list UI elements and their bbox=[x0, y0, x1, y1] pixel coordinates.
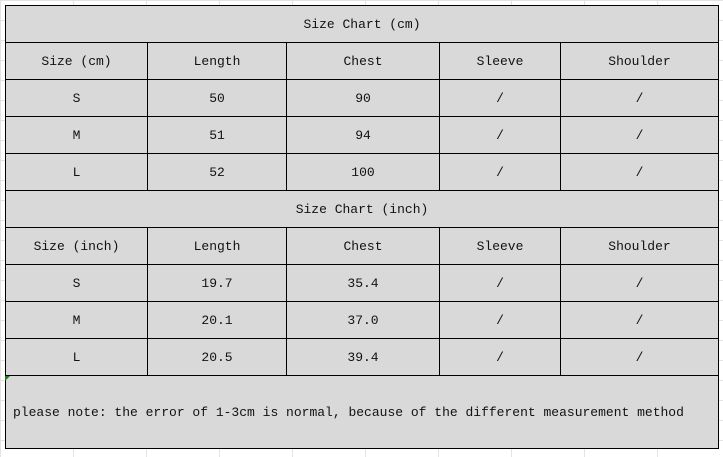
header-row: Size (cm) Length Chest Sleeve Shoulder bbox=[5, 42, 719, 80]
table-cell[interactable]: 51 bbox=[147, 116, 287, 154]
table-row: M 20.1 37.0// bbox=[5, 301, 719, 339]
table-cell[interactable]: M bbox=[5, 301, 148, 339]
table-cell[interactable]: / bbox=[439, 153, 561, 191]
table-cell[interactable]: 90 bbox=[286, 79, 440, 117]
table-cell[interactable]: 50 bbox=[147, 79, 287, 117]
table-cell[interactable]: / bbox=[439, 116, 561, 154]
table-cell[interactable]: S bbox=[5, 264, 148, 302]
table-cell[interactable]: L bbox=[5, 338, 148, 376]
table-row: S 50 90// bbox=[5, 79, 719, 117]
table-row: L 20.5 39.4// bbox=[5, 338, 719, 376]
table-cell[interactable]: / bbox=[439, 264, 561, 302]
table-cell[interactable]: 19.7 bbox=[147, 264, 287, 302]
table-row: L 52 100// bbox=[5, 153, 719, 191]
table-title[interactable]: Size Chart (inch) bbox=[5, 190, 719, 228]
table-cell[interactable]: 20.5 bbox=[147, 338, 287, 376]
table-cell[interactable]: / bbox=[560, 338, 719, 376]
table-cell[interactable]: 35.4 bbox=[286, 264, 440, 302]
note-row: please note: the error of 1-3cm is norma… bbox=[5, 375, 719, 449]
table-cell[interactable]: / bbox=[439, 338, 561, 376]
header-cell[interactable]: Length bbox=[147, 42, 287, 80]
table-cell[interactable]: 20.1 bbox=[147, 301, 287, 339]
header-cell[interactable]: Shoulder bbox=[560, 227, 719, 265]
table-cell[interactable]: / bbox=[560, 264, 719, 302]
size-chart-table: Size Chart (cm) Size (cm) Length Chest Sleev… bbox=[5, 5, 719, 449]
header-cell[interactable]: Chest bbox=[286, 42, 440, 80]
table-cell[interactable]: 100 bbox=[286, 153, 440, 191]
header-cell[interactable]: Shoulder bbox=[560, 42, 719, 80]
header-cell[interactable]: Size (inch) bbox=[5, 227, 148, 265]
cell-comment-marker bbox=[5, 376, 10, 381]
table-row: M 51 94// bbox=[5, 116, 719, 154]
measurement-note[interactable]: please note: the error of 1-3cm is norma… bbox=[5, 375, 719, 449]
header-cell[interactable]: Sleeve bbox=[439, 42, 561, 80]
table-cell[interactable]: 39.4 bbox=[286, 338, 440, 376]
table-cell[interactable]: / bbox=[560, 153, 719, 191]
header-row: Size (inch) Length Chest Sleeve Shoulder bbox=[5, 227, 719, 265]
table-cell[interactable]: / bbox=[439, 79, 561, 117]
table-cell[interactable]: S bbox=[5, 79, 148, 117]
table-cell[interactable]: / bbox=[439, 301, 561, 339]
inch-table-title-row: Size Chart (inch) bbox=[5, 190, 719, 228]
header-cell[interactable]: Length bbox=[147, 227, 287, 265]
header-cell[interactable]: Size (cm) bbox=[5, 42, 148, 80]
table-title[interactable]: Size Chart (cm) bbox=[5, 5, 719, 43]
header-cell[interactable]: Sleeve bbox=[439, 227, 561, 265]
cm-table-title-row: Size Chart (cm) bbox=[5, 5, 719, 43]
table-cell[interactable]: / bbox=[560, 116, 719, 154]
table-cell[interactable]: 52 bbox=[147, 153, 287, 191]
table-row: S 19.7 35.4// bbox=[5, 264, 719, 302]
table-cell[interactable]: / bbox=[560, 79, 719, 117]
table-cell[interactable]: / bbox=[560, 301, 719, 339]
table-cell[interactable]: M bbox=[5, 116, 148, 154]
header-cell[interactable]: Chest bbox=[286, 227, 440, 265]
table-cell[interactable]: 37.0 bbox=[286, 301, 440, 339]
table-cell[interactable]: 94 bbox=[286, 116, 440, 154]
table-cell[interactable]: L bbox=[5, 153, 148, 191]
